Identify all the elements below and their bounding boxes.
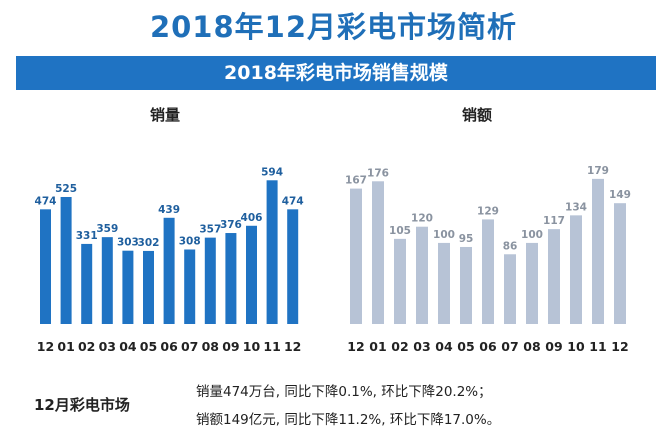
value-data-label-3: 120 [411,213,433,225]
value-tick-label-9: 09 [545,339,562,354]
footer-volume-summary: 销量474万台, 同比下降0.1%, 环比下降20.2%； [196,384,492,400]
value-tick-label-5: 05 [457,339,474,354]
volume-bar-8 [204,237,216,324]
volume-data-label-7: 308 [179,235,201,247]
value-data-label-8: 100 [521,229,543,241]
volume-tick-label-0: 12 [37,339,54,354]
volume-bar-10 [246,225,257,324]
value-tick-label-0: 12 [347,339,364,354]
value-data-label-11: 179 [587,165,609,177]
volume-bar-4 [122,250,134,324]
section-banner: 2018年彩电市场销售规模 [16,56,656,90]
value-data-label-12: 149 [609,189,631,201]
value-tick-label-11: 11 [589,339,606,354]
volume-data-label-0: 474 [35,195,57,207]
volume-bar-3 [101,237,113,324]
volume-bar-1 [60,196,72,324]
volume-bar-7 [184,249,196,324]
volume-tick-label-8: 08 [202,339,219,354]
volume-tick-label-6: 06 [160,339,178,354]
value-bar-chart: 167 12 176 01 105 02 120 03 100 04 95 05 129 06 86 07 10… [345,165,631,354]
value-tick-label-6: 06 [479,339,497,354]
volume-tick-label-12: 12 [284,339,301,354]
value-chart-title: 销额 [462,106,493,124]
volume-bar-11 [266,180,278,324]
value-bar-6 [482,219,494,324]
volume-data-label-1: 525 [55,183,77,195]
value-tick-label-1: 01 [369,339,386,354]
value-data-label-10: 134 [565,201,587,213]
value-bar-9 [548,229,560,324]
volume-bar-9 [225,233,237,324]
value-data-label-6: 129 [477,205,499,217]
value-data-label-2: 105 [389,225,411,237]
value-bar-5 [460,246,472,324]
value-tick-label-10: 10 [567,339,585,354]
volume-data-label-11: 594 [261,166,283,178]
value-tick-label-4: 04 [435,339,453,354]
value-data-label-7: 86 [503,240,518,252]
volume-data-label-3: 359 [96,223,118,235]
volume-data-label-12: 474 [282,195,304,207]
volume-chart-title: 销量 [150,106,181,124]
value-bar-10 [570,215,582,324]
value-bar-8 [526,242,538,324]
value-tick-label-7: 07 [501,339,518,354]
volume-data-label-10: 406 [241,212,263,224]
value-bar-3 [416,226,428,324]
value-bar-7 [504,254,516,324]
value-bar-12 [614,203,626,324]
volume-tick-label-2: 02 [78,339,95,354]
volume-tick-label-10: 10 [243,339,261,354]
volume-tick-label-11: 11 [263,339,280,354]
value-bar-2 [394,238,406,324]
value-tick-label-3: 03 [413,339,430,354]
volume-data-label-9: 376 [220,219,242,231]
value-data-label-5: 95 [459,233,474,245]
volume-tick-label-1: 01 [57,339,74,354]
value-bar-0 [350,188,362,324]
volume-tick-label-5: 05 [140,339,157,354]
value-tick-label-8: 08 [523,339,540,354]
volume-tick-label-9: 09 [222,339,239,354]
volume-tick-label-4: 04 [119,339,137,354]
value-data-label-1: 176 [367,167,389,179]
volume-data-label-5: 302 [138,237,160,249]
volume-bar-0 [40,209,51,324]
volume-bar-5 [143,250,154,324]
volume-bar-2 [81,243,93,324]
volume-data-label-8: 357 [199,224,221,236]
value-tick-label-2: 02 [391,339,408,354]
value-data-label-0: 167 [345,175,367,187]
footer-value-summary: 销额149亿元, 同比下降11.2%, 环比下降17.0%。 [196,412,501,428]
value-data-label-9: 117 [543,215,565,227]
page-title: 2018年12月彩电市场简析 [149,10,518,44]
value-data-label-4: 100 [433,229,455,241]
volume-tick-label-7: 07 [181,339,198,354]
volume-bar-12 [287,209,299,324]
value-tick-label-12: 12 [611,339,628,354]
volume-data-label-6: 439 [158,204,180,216]
value-bar-4 [438,242,450,324]
volume-tick-label-3: 03 [99,339,116,354]
volume-bar-chart: 474 12 525 01 331 02 359 03 303 04 302 05 439 06 308 07… [35,166,304,354]
volume-bar-6 [163,217,175,324]
volume-data-label-2: 331 [76,230,98,242]
volume-data-label-4: 303 [117,237,139,249]
value-bar-1 [372,181,384,324]
value-bar-11 [592,178,604,324]
footer-label: 12月彩电市场 [34,396,130,414]
